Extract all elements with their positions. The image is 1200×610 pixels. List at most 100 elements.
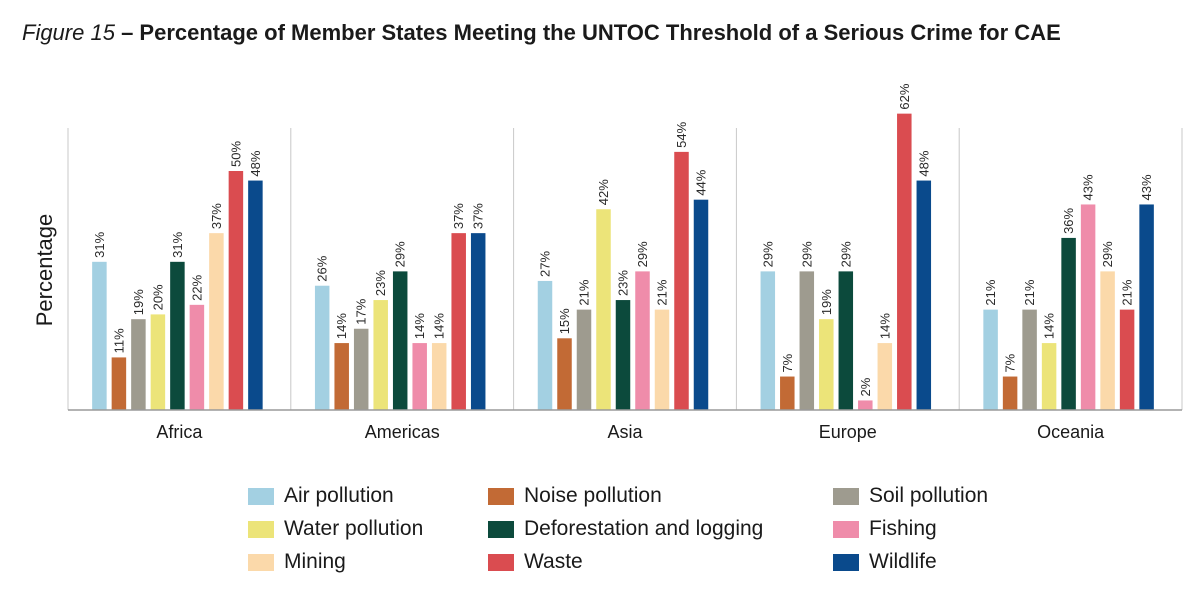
- bar-africa-water-pollution: [150, 314, 166, 410]
- data-label: 48%: [916, 150, 931, 176]
- legend-label: Noise pollution: [524, 484, 662, 507]
- data-label: 23%: [373, 270, 388, 296]
- bar-asia-air-pollution: [537, 280, 553, 410]
- bar-americas-noise-pollution: [334, 343, 349, 410]
- legend-swatch: [833, 487, 859, 505]
- data-label: 14%: [412, 313, 427, 339]
- bar-oceania-water-pollution: [1041, 343, 1057, 410]
- bar-africa-fishing: [189, 304, 205, 410]
- bar-asia-mining: [654, 309, 670, 410]
- data-label: 29%: [635, 241, 650, 267]
- data-label: 42%: [596, 179, 611, 205]
- data-label: 31%: [92, 231, 107, 257]
- data-label: 2%: [858, 377, 873, 396]
- legend-swatch: [248, 520, 274, 538]
- data-label: 22%: [189, 274, 204, 300]
- data-label: 62%: [897, 83, 912, 109]
- x-tick-label: Oceania: [1037, 422, 1105, 442]
- bar-europe-wildlife: [916, 180, 932, 410]
- legend-item: Waste: [488, 550, 583, 574]
- data-label: 21%: [1022, 279, 1037, 305]
- legend-swatch: [833, 553, 859, 571]
- bar-asia-noise-pollution: [557, 338, 572, 410]
- chart-title: Figure 15 – Percentage of Member States …: [22, 20, 1061, 46]
- bar-europe-fishing: [858, 400, 873, 410]
- data-label: 7%: [1003, 353, 1018, 372]
- data-label: 44%: [694, 169, 709, 195]
- legend-label: Fishing: [869, 517, 937, 540]
- bar-asia-waste: [674, 151, 689, 410]
- bar-oceania-deforestation-and-logging: [1061, 237, 1076, 410]
- data-label: 21%: [577, 279, 592, 305]
- data-label: 29%: [1100, 241, 1115, 267]
- data-label: 48%: [248, 150, 263, 176]
- bar-africa-air-pollution: [92, 261, 107, 410]
- bar-oceania-noise-pollution: [1002, 376, 1018, 410]
- bar-africa-soil-pollution: [131, 319, 146, 410]
- legend-swatch: [248, 553, 274, 571]
- data-label: 26%: [315, 255, 330, 281]
- bar-chart: Percentage 31% 11% 19% 20% 31% 22% 37% 50% 48% Afr…: [32, 83, 1183, 442]
- x-tick-label: Europe: [819, 422, 877, 442]
- legend-label: Mining: [284, 550, 346, 573]
- bar-asia-wildlife: [693, 199, 709, 410]
- data-label: 29%: [760, 241, 775, 267]
- bar-europe-water-pollution: [819, 319, 834, 410]
- data-label: 19%: [819, 289, 834, 315]
- bar-americas-waste: [451, 233, 466, 410]
- bar-africa-noise-pollution: [111, 357, 127, 410]
- bar-asia-deforestation-and-logging: [615, 300, 631, 410]
- bar-africa-waste: [228, 171, 244, 410]
- bar-americas-water-pollution: [373, 300, 388, 410]
- data-label: 37%: [209, 203, 224, 229]
- x-tick-label: Americas: [365, 422, 440, 442]
- y-axis-label: Percentage: [32, 214, 57, 327]
- bar-oceania-fishing: [1080, 204, 1096, 410]
- data-label: 50%: [228, 141, 243, 167]
- legend-label: Soil pollution: [869, 484, 989, 507]
- legend-item: Mining: [248, 550, 346, 574]
- bar-americas-soil-pollution: [353, 328, 369, 410]
- legend-swatch: [833, 520, 859, 538]
- legend-label: Air pollution: [284, 484, 394, 507]
- data-label: 7%: [780, 353, 795, 372]
- legend-item: Water pollution: [248, 517, 423, 541]
- legend-item: Air pollution: [248, 484, 394, 508]
- bar-oceania-wildlife: [1139, 204, 1154, 410]
- data-label: 29%: [838, 241, 853, 267]
- legend-item: Soil pollution: [833, 484, 988, 508]
- legend-swatch: [488, 520, 514, 538]
- bar-asia-fishing: [635, 271, 650, 410]
- data-label: 23%: [616, 270, 631, 296]
- bar-oceania-waste: [1119, 309, 1135, 410]
- bar-europe-soil-pollution: [799, 271, 815, 410]
- x-tick-label: Asia: [607, 422, 643, 442]
- bar-oceania-air-pollution: [983, 309, 998, 410]
- bar-europe-air-pollution: [760, 271, 776, 410]
- bar-americas-mining: [431, 343, 447, 410]
- data-label: 43%: [1139, 174, 1154, 200]
- data-label: 37%: [451, 203, 466, 229]
- data-label: 54%: [674, 121, 689, 147]
- bar-europe-noise-pollution: [780, 376, 795, 410]
- data-label: 27%: [538, 250, 553, 276]
- bar-americas-wildlife: [470, 233, 486, 410]
- data-label: 43%: [1081, 174, 1096, 200]
- data-label: 21%: [655, 279, 670, 305]
- data-label: 20%: [150, 284, 165, 310]
- data-label: 14%: [334, 313, 349, 339]
- figure-label: Figure 15: [22, 20, 115, 45]
- legend-swatch: [488, 553, 514, 571]
- data-label: 17%: [354, 298, 369, 324]
- bar-africa-deforestation-and-logging: [170, 261, 185, 410]
- data-label: 14%: [432, 313, 447, 339]
- legend-label: Water pollution: [284, 517, 424, 540]
- bar-africa-mining: [209, 233, 224, 410]
- data-label: 19%: [131, 289, 146, 315]
- bar-europe-deforestation-and-logging: [838, 271, 854, 410]
- bar-oceania-soil-pollution: [1022, 309, 1037, 410]
- bar-africa-wildlife: [248, 180, 263, 410]
- title-text: – Percentage of Member States Meeting th…: [114, 20, 1061, 45]
- bar-americas-fishing: [412, 343, 427, 410]
- data-label: 15%: [557, 308, 572, 334]
